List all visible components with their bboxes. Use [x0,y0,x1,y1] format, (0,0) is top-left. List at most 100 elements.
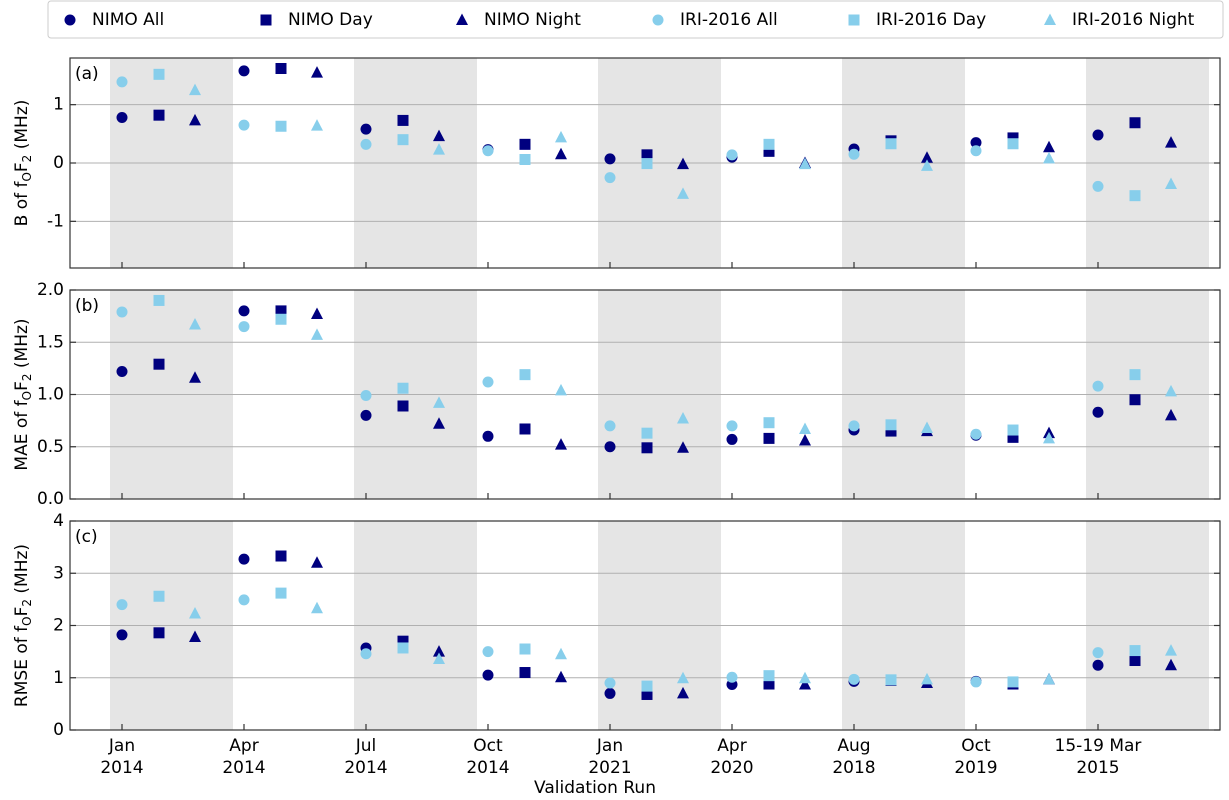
marker-circle [238,594,250,606]
y-tick-label: 1 [53,95,64,115]
marker-square [1129,655,1141,667]
x-tick-label: Jan 2014 [100,736,143,778]
marker-square [763,670,775,682]
y-axis-label: RMSE of fOF2 (MHz) [12,544,34,707]
y-axis-label: B of fOF2 (MHz) [12,100,34,227]
marker-triangle [189,371,201,383]
marker-circle [482,430,494,442]
marker-triangle [433,645,445,657]
x-tick-label: Aug 2018 [832,736,875,778]
marker-triangle [677,187,689,199]
marker-circle [1092,129,1104,141]
legend-label: NIMO Day [288,10,373,30]
marker-square [1129,394,1141,406]
panel: 0 1 2 3 4 (c) RMSE of fOF2 (MHz) Jan 2014 Apr 2014… [12,511,1221,798]
marker-triangle [677,412,689,424]
marker-triangle [921,151,933,163]
marker-square [1129,645,1141,657]
marker-square [275,587,287,599]
marker-square [763,678,775,690]
marker-circle [726,149,738,161]
marker-circle [482,376,494,388]
marker-triangle [677,157,689,170]
marker-triangle [799,422,811,434]
marker-circle [238,65,250,77]
legend-label: IRI-2016 All [680,10,778,30]
marker-square [519,154,531,165]
marker-triangle [1165,408,1177,421]
marker-triangle [311,119,323,131]
marker-circle [116,366,128,378]
y-tick-label: -1 [47,211,64,231]
marker-triangle [555,438,567,450]
plot-frame [69,57,1221,269]
marker-triangle [433,143,445,155]
y-tick-label: 0.5 [37,437,64,457]
marker-triangle [799,433,811,446]
marker-triangle [433,652,445,664]
marker-triangle [1165,384,1177,397]
marker-square [1007,431,1019,443]
marker-triangle [677,671,689,684]
y-tick-label: 2 [53,616,64,636]
marker-circle [970,428,982,440]
plot-frame [69,289,1221,500]
y-tick-label: 3 [53,563,64,583]
marker-square [153,590,165,602]
marker-circle [848,148,860,160]
marker-triangle [1165,136,1177,148]
marker-square [641,158,653,170]
legend-label: IRI-2016 Night [1072,10,1195,30]
y-tick-label: 0 [53,153,64,173]
marker-circle [360,123,372,135]
marker-square [153,68,165,80]
marker-circle [1092,380,1104,392]
marker-square [275,120,287,132]
marker-circle [604,441,616,453]
marker-circle [970,145,982,157]
marker-circle [1092,659,1104,671]
marker-triangle [189,83,201,96]
marker-triangle [311,307,323,320]
marker-square [1129,369,1141,381]
marker-triangle [1165,177,1177,189]
x-tick-label: Jul 2014 [344,736,387,778]
marker-square [885,419,897,431]
marker-triangle [189,606,201,619]
marker-square [641,442,653,454]
marker-triangle [1165,644,1177,656]
marker-triangle [555,670,567,683]
marker-triangle [311,601,323,614]
marker-square [153,358,165,370]
marker-circle [238,119,250,131]
marker-square [1007,132,1019,144]
marker-square [260,14,272,26]
marker-square [397,400,409,412]
marker-square [153,109,165,121]
marker-square [763,138,775,150]
marker-square [275,313,287,325]
marker-triangle [677,686,689,699]
marker-circle [482,669,494,681]
marker-square [275,63,287,74]
marker-triangle [189,317,201,330]
y-tick-label: 1 [53,668,64,688]
marker-square [641,149,653,161]
marker-circle [652,14,664,26]
y-axis-label: MAE of fOF2 (MHz) [12,318,34,470]
marker-triangle [677,441,689,453]
marker-circle [604,172,616,184]
marker-triangle [921,421,933,433]
marker-circle [604,153,616,165]
x-tick-label: Oct 2014 [466,736,509,778]
marker-triangle [555,383,567,396]
y-tick-label: 2.0 [37,280,64,300]
marker-circle [726,671,738,683]
marker-square [641,427,653,439]
marker-square [519,643,531,655]
y-tick-label: 0 [53,720,64,740]
marker-square [397,642,409,654]
panel-label: (c) [75,527,98,547]
marker-circle [64,14,76,26]
marker-triangle [433,396,445,408]
